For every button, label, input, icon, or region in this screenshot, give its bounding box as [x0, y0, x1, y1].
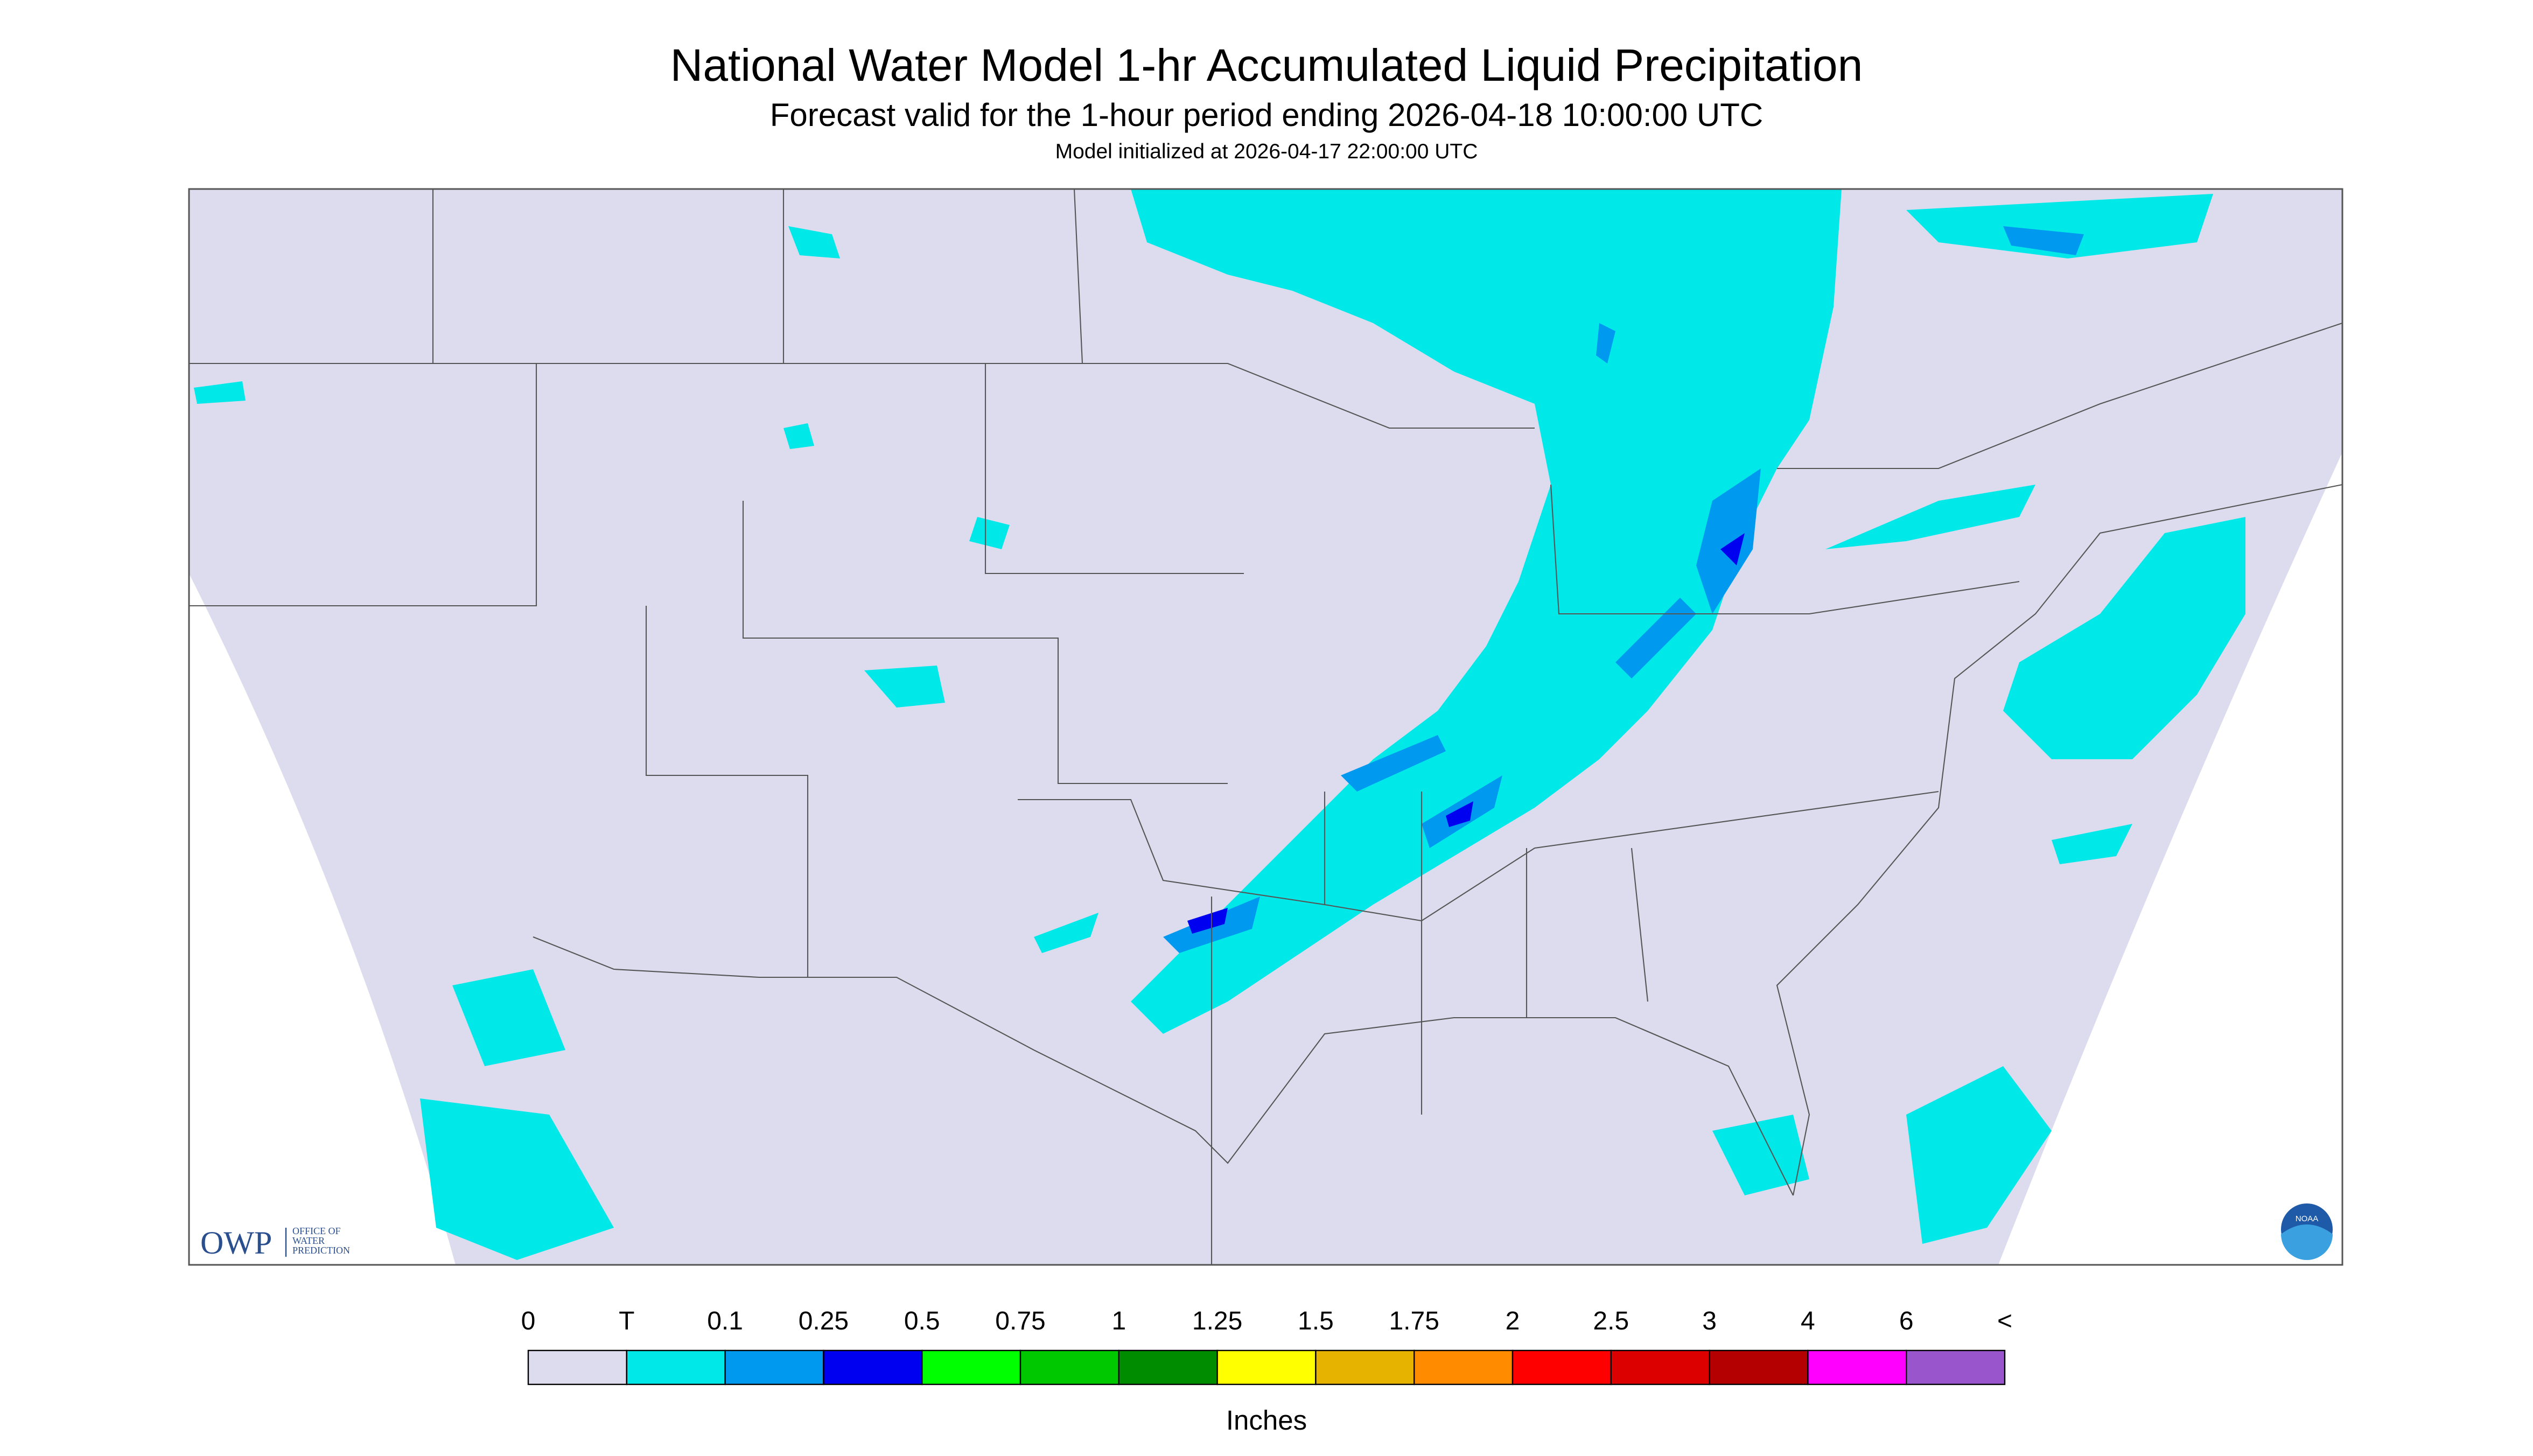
logo-line: OFFICE OF: [292, 1226, 341, 1236]
legend-swatch: [1709, 1349, 1809, 1385]
title: National Water Model 1-hr Accumulated Li…: [670, 40, 1863, 90]
legend-swatch: [527, 1349, 628, 1385]
outside-domain: [1998, 452, 2342, 1265]
legend-label: 0.75: [995, 1307, 1045, 1335]
legend-label: 1.5: [1298, 1307, 1334, 1335]
init-time: Model initialized at 2026-04-17 22:00:00…: [1055, 140, 1478, 163]
noaa-logo: NOAA: [2281, 1203, 2333, 1261]
legend-swatch: [823, 1349, 923, 1385]
legend-swatch: [1118, 1349, 1218, 1385]
logo-text: OFFICE OF WATER PREDICTION: [292, 1226, 350, 1256]
map-panel: OWP OFFICE OF WATER PREDICTION NOAA: [188, 188, 2343, 1266]
noaa-wave: [2281, 1224, 2333, 1261]
legend-label: 1: [1111, 1307, 1126, 1335]
legend-swatch: [1512, 1349, 1612, 1385]
legend-label: 1.25: [1192, 1307, 1242, 1335]
legend-swatch: [1216, 1349, 1317, 1385]
legend-label: 0.25: [799, 1307, 849, 1335]
legend-label: 2: [1506, 1307, 1520, 1335]
legend-swatch: [1315, 1349, 1415, 1385]
legend-swatch: [1905, 1349, 2006, 1385]
legend-swatch: [626, 1349, 726, 1385]
logo-line: PREDICTION: [292, 1245, 350, 1256]
logo-owp: OWP: [200, 1225, 272, 1261]
legend-label: T: [619, 1307, 634, 1335]
subtitle: Forecast valid for the 1-hour period end…: [770, 97, 1763, 133]
legend-swatch: [1610, 1349, 1710, 1385]
owp-logo: OWP OFFICE OF WATER PREDICTION: [200, 1225, 350, 1261]
legend-label: 2.5: [1593, 1307, 1629, 1335]
noaa-text: NOAA: [2296, 1214, 2319, 1223]
legend-label: 0: [521, 1307, 536, 1335]
map-frame: [188, 188, 2343, 1266]
legend-label: 1.75: [1389, 1307, 1439, 1335]
legend-label: 0.5: [904, 1307, 940, 1335]
legend-label: 3: [1702, 1307, 1717, 1335]
boundaries: [189, 188, 2343, 1265]
legend-swatch: [724, 1349, 824, 1385]
legend-swatch: [921, 1349, 1021, 1385]
precip-heavy: [1187, 533, 1745, 934]
legend-swatch: [1019, 1349, 1120, 1385]
logo-line: WATER: [292, 1235, 325, 1246]
outside-domain: [189, 573, 456, 1265]
legend-label: 0.1: [707, 1307, 743, 1335]
legend-label: <: [1997, 1307, 2012, 1335]
precip-light: [194, 189, 2245, 1261]
legend-label: 6: [1899, 1307, 1914, 1335]
legend-swatch: [1414, 1349, 1514, 1385]
precip-moderate: [1163, 226, 2084, 954]
legend: 0 T 0.1 0.25 0.5 0.75 1 1.25 1.5 1.75 2 2.5 3 4 6 <: [521, 1307, 2012, 1385]
legend-label: 4: [1801, 1307, 1815, 1335]
legend-swatch: [1807, 1349, 1907, 1385]
legend-unit: Inches: [1226, 1405, 1307, 1436]
